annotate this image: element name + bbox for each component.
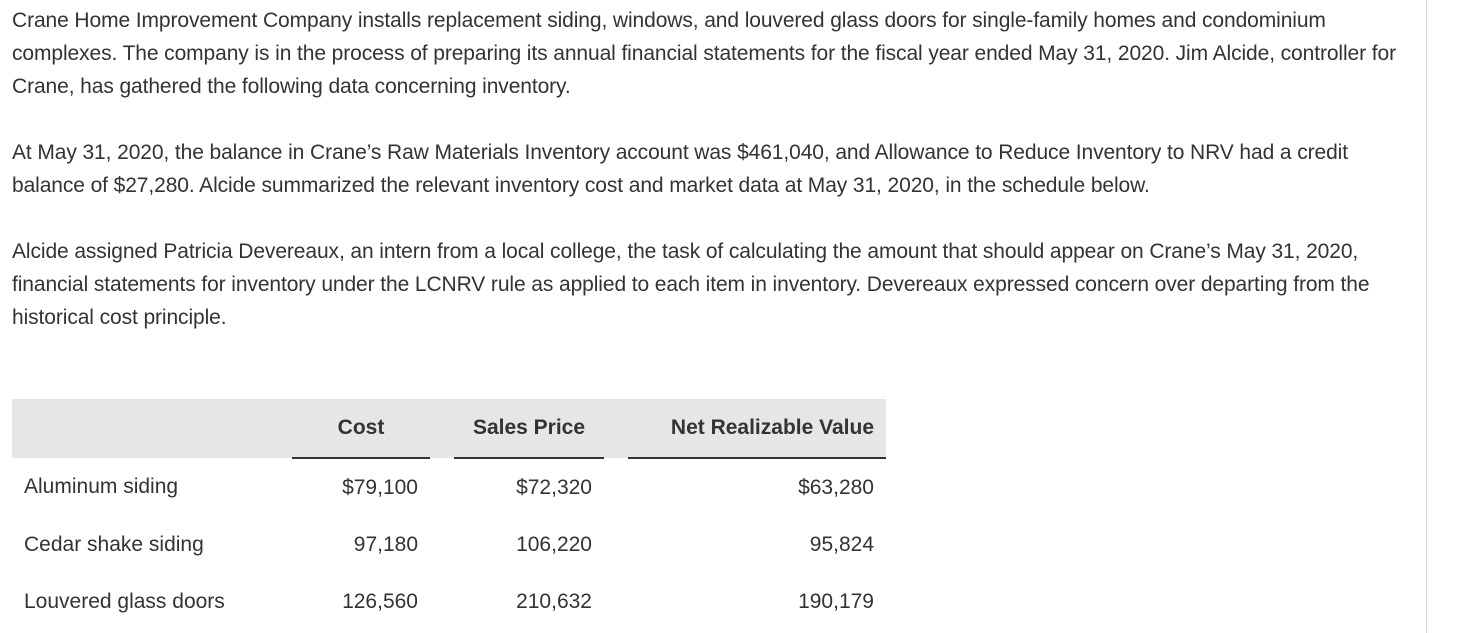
row-nrv: 190,179	[798, 589, 874, 613]
paragraph-balances: At May 31, 2020, the balance in Crane’s …	[12, 141, 1348, 197]
header-gap	[430, 399, 454, 458]
header-sales-price: Sales Price	[454, 399, 604, 459]
cell-gap	[604, 458, 628, 516]
row-sales-price: 106,220	[516, 532, 592, 556]
header-item	[12, 399, 292, 458]
cell-gap	[430, 573, 454, 630]
header-net-realizable-value: Net Realizable Value	[628, 399, 886, 459]
cell-gap	[430, 458, 454, 516]
row-nrv: 95,824	[809, 532, 874, 556]
row-item-name: Cedar shake siding	[24, 532, 204, 556]
row-cost: $79,100	[342, 475, 418, 499]
problem-text: Crane Home Improvement Company installs …	[12, 4, 1402, 334]
cell-gap	[604, 573, 628, 630]
paragraph-intro: Crane Home Improvement Company installs …	[12, 9, 1396, 98]
cell-gap	[430, 516, 454, 573]
header-gap	[604, 399, 628, 458]
page-divider	[1426, 0, 1427, 633]
row-item-name: Louvered glass doors	[24, 589, 225, 613]
row-cost: 97,180	[353, 532, 418, 556]
row-cost: 126,560	[342, 589, 418, 613]
row-nrv: $63,280	[798, 475, 874, 499]
table-header-row: Cost Sales Price Net Realizable Value	[12, 399, 886, 459]
row-item-name: Aluminum siding	[24, 475, 179, 498]
table-row: Cedar shake siding 97,180 106,220 95,824	[12, 516, 886, 573]
paragraph-assignment: Alcide assigned Patricia Devereaux, an i…	[12, 240, 1370, 329]
row-sales-price: 210,632	[516, 589, 592, 613]
inventory-table: Cost Sales Price Net Realizable Value Al…	[12, 399, 886, 630]
row-sales-price: $72,320	[516, 475, 592, 499]
table-row: Aluminum siding $79,100 $72,320 $63,280	[12, 458, 886, 516]
cell-gap	[604, 516, 628, 573]
table-row: Louvered glass doors 126,560 210,632 190…	[12, 573, 886, 630]
header-cost: Cost	[292, 399, 430, 459]
